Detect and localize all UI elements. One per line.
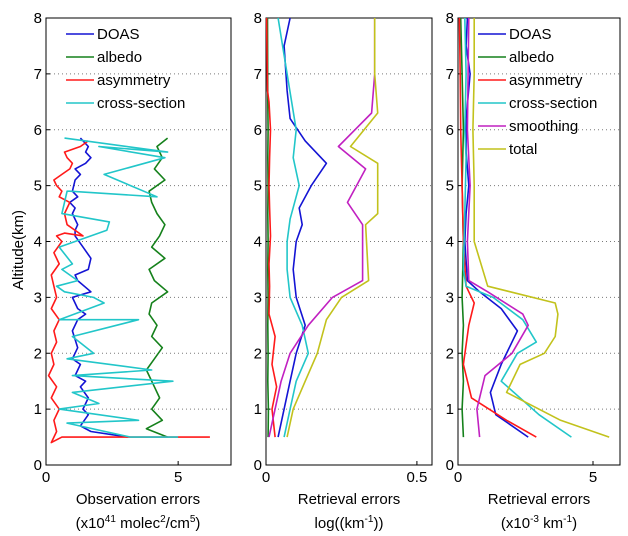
series-line-asymmetry: [47, 140, 210, 444]
y-axis-label: Altitude(km): [10, 210, 27, 290]
grid-lines: [266, 17, 432, 466]
x-tick-label: 5: [589, 469, 597, 486]
legend-label-asymmetry: asymmetry: [509, 72, 583, 89]
y-tick-label: 3: [254, 289, 262, 306]
y-tick-label: 3: [446, 289, 454, 306]
y-tick-label: 2: [34, 345, 42, 362]
series-line-cross-section: [277, 17, 310, 438]
series-line-asymmetry: [458, 17, 537, 438]
y-tick-label: 5: [34, 178, 42, 195]
series-lines: [47, 137, 210, 444]
y-tick-labels: 0 1 2 3 4 5 6 7 8: [254, 10, 262, 474]
y-tick-label: 8: [34, 10, 42, 27]
y-tick-label: 8: [254, 10, 262, 27]
y-tick-label: 4: [446, 234, 454, 251]
legend-label-DOAS: DOAS: [509, 26, 552, 43]
y-tick-label: 6: [34, 122, 42, 139]
y-tick-label: 1: [34, 401, 42, 418]
y-tick-label: 4: [34, 234, 42, 251]
x-tick-label: 0: [42, 469, 50, 486]
series-line-total: [286, 18, 379, 438]
legend-label-cross-section: cross-section: [509, 95, 597, 112]
series-line-albedo: [459, 17, 465, 438]
y-tick-label: 6: [254, 122, 262, 139]
series-line-DOAS: [277, 17, 328, 438]
y-tick-label: 3: [34, 289, 42, 306]
legend: DOAS albedo asymmetry cross-section smoothin…: [478, 26, 597, 158]
y-tick-labels: 0 1 2 3 4 5 6 7 8: [446, 10, 454, 474]
y-tick-label: 0: [254, 457, 262, 474]
y-tick-label: 0: [446, 457, 454, 474]
x-axis-label-line1: Retrieval errors: [488, 491, 591, 508]
y-tick-label: 2: [446, 345, 454, 362]
x-axis-label-line2: (x1041 molec2/cm5): [76, 514, 201, 532]
legend-label-asymmetry: asymmetry: [97, 72, 171, 89]
series-line-cross-section: [55, 137, 179, 438]
x-axis-label-line1: Retrieval errors: [298, 491, 401, 508]
grid-lines: [46, 17, 231, 466]
legend-label-DOAS: DOAS: [97, 26, 140, 43]
y-tick-label: 7: [254, 66, 262, 83]
y-tick-label: 6: [446, 122, 454, 139]
y-tick-label: 7: [34, 66, 42, 83]
y-tick-label: 7: [446, 66, 454, 83]
legend-label-cross-section: cross-section: [97, 95, 185, 112]
series-lines: [265, 17, 379, 438]
y-tick-label: 5: [446, 178, 454, 195]
series-line-albedo: [266, 17, 270, 438]
x-tick-label: 0: [454, 469, 462, 486]
y-tick-label: 2: [254, 345, 262, 362]
x-axis-label-line2: (x10-3 km-1): [501, 514, 577, 532]
series-line-smoothing: [466, 17, 530, 438]
series-line-DOAS: [69, 137, 129, 438]
legend-label-smoothing: smoothing: [509, 118, 578, 135]
series-line-smoothing: [268, 18, 376, 438]
legend: DOAS albedo asymmetry cross-section: [66, 26, 185, 112]
series-line-cross-section: [462, 17, 572, 438]
y-tick-label: 0: [34, 457, 42, 474]
x-tick-label: 5: [174, 469, 182, 486]
series-lines: [458, 17, 610, 438]
y-tick-label: 1: [446, 401, 454, 418]
x-axis-label-line2: log((km-1)): [315, 514, 384, 532]
series-line-albedo: [145, 137, 169, 438]
series-line-asymmetry: [265, 17, 278, 438]
y-tick-labels: 0 1 2 3 4 5 6 7 8: [34, 10, 42, 474]
x-axis-label-line1: Observation errors: [76, 491, 200, 508]
series-line-total: [472, 18, 610, 438]
x-tick-label: 0.5: [406, 469, 427, 486]
x-tick-label: 0: [262, 469, 270, 486]
y-tick-label: 1: [254, 401, 262, 418]
y-tick-label: 8: [446, 10, 454, 27]
legend-label-total: total: [509, 141, 537, 158]
legend-label-albedo: albedo: [509, 49, 554, 66]
y-tick-label: 5: [254, 178, 262, 195]
legend-label-albedo: albedo: [97, 49, 142, 66]
y-tick-label: 4: [254, 234, 262, 251]
x-tick-labels: 0 0.5: [262, 461, 427, 486]
